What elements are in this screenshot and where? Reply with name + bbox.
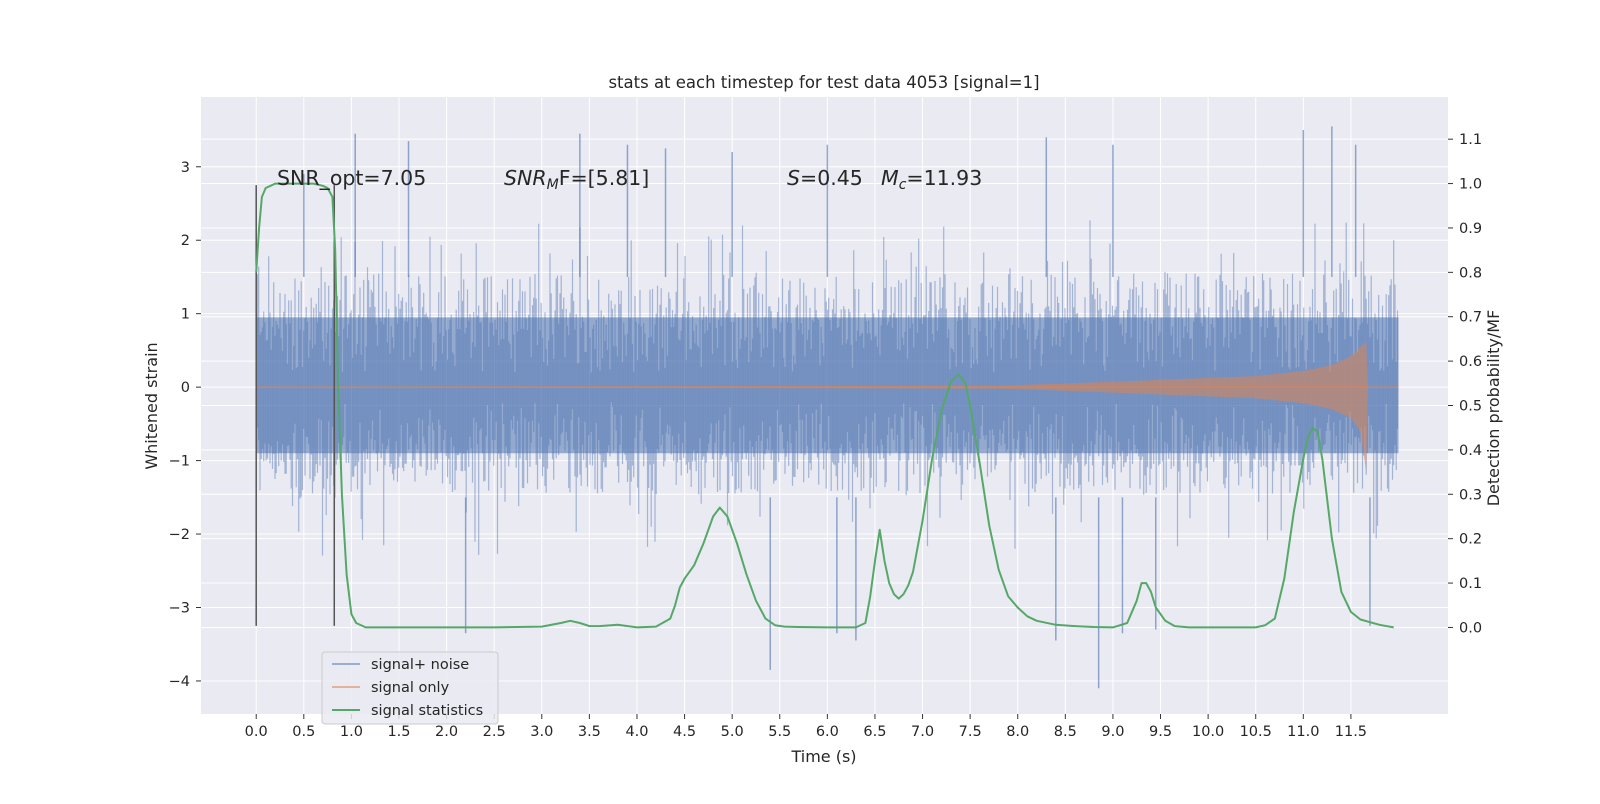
annotation-s: S=0.45	[787, 166, 863, 190]
annotation-snr-mf-main: SNR	[504, 166, 547, 190]
signal-series	[256, 341, 1399, 472]
x-tick-label: 9.0	[1101, 724, 1124, 740]
y-tick-label: 2	[181, 233, 190, 249]
y2-tick-label: 1.1	[1459, 132, 1482, 148]
y-tick-label: 1	[181, 307, 190, 323]
stats-series	[255, 182, 1394, 629]
x-tick-label: 5.0	[721, 724, 744, 740]
annotations: SNR_opt=7.05 SNRMF=[5.81] S=0.45 Mc=11.9…	[277, 166, 982, 193]
x-tick-label: 0.0	[245, 724, 268, 740]
y2-tick-label: 0.5	[1459, 399, 1482, 415]
y-tick-labels: 3 2 1 0 −1 −2 −3 −4	[169, 160, 201, 690]
y2-tick-label: 0.0	[1459, 620, 1482, 636]
y2-tick-label: 1.0	[1459, 177, 1482, 193]
x-tick-label: 4.0	[625, 724, 648, 740]
x-tick-label: 3.0	[530, 724, 553, 740]
x-tick-label: 2.0	[435, 724, 458, 740]
x-tick-label: 4.5	[673, 724, 696, 740]
y-tick-label: −4	[169, 674, 190, 690]
stats-line	[255, 182, 1394, 629]
y2-tick-label: 0.2	[1459, 532, 1482, 548]
y2-tick-label: 0.1	[1459, 576, 1482, 592]
x-tick-label: 1.5	[387, 724, 410, 740]
y2-tick-label: 0.4	[1459, 443, 1482, 459]
x-tick-label: 10.0	[1192, 724, 1224, 740]
annotation-snr-mf-rest: F=[5.81]	[559, 166, 650, 190]
annotation-snr-opt: SNR_opt=7.05	[277, 166, 426, 191]
legend: signal+ noise signal only signal statist…	[321, 651, 499, 725]
annotation-mc-main: M	[881, 166, 899, 190]
y2-tick-label: 0.3	[1459, 487, 1482, 503]
y-tick-label: −1	[169, 454, 190, 470]
y2-tick-labels: 1.1 1.0 0.9 0.8 0.7 0.6 0.5 0.4 0.3 0.2 0.1 0.0	[1448, 132, 1482, 636]
x-tick-label: 7.0	[911, 724, 934, 740]
y2-tick-label: 0.7	[1459, 310, 1482, 326]
y-axis-label: Whitened strain	[142, 342, 161, 469]
y2-tick-label: 0.9	[1459, 221, 1482, 237]
chart-title: stats at each timestep for test data 405…	[608, 73, 1039, 92]
x-tick-label: 3.5	[578, 724, 601, 740]
x-tick-label: 7.5	[959, 724, 982, 740]
y-tick-label: 0	[181, 380, 190, 396]
y2-tick-label: 0.6	[1459, 354, 1482, 370]
annotation-snr-mf: SNRMF=[5.81]	[504, 166, 649, 193]
x-tick-label: 11.5	[1335, 724, 1367, 740]
x-tick-label: 8.5	[1054, 724, 1077, 740]
y2-tick-label: 0.8	[1459, 265, 1482, 281]
x-tick-label: 10.5	[1240, 724, 1272, 740]
x-tick-label: 9.5	[1149, 724, 1172, 740]
x-tick-label: 8.0	[1006, 724, 1029, 740]
annotation-mc: Mc=11.93	[881, 166, 982, 193]
x-tick-label: 2.5	[483, 724, 506, 740]
x-axis-label: Time (s)	[790, 747, 856, 766]
annotation-snr-mf-sub: M	[547, 177, 559, 193]
x-tick-label: 5.5	[768, 724, 791, 740]
annotation-s-main: S	[787, 166, 800, 190]
y-tick-label: −2	[169, 527, 190, 543]
annotation-mc-rest: =11.93	[906, 166, 982, 190]
x-tick-labels: 0.0 0.5 1.0 1.5 2.0 2.5 3.0 3.5 4.0 4.5 5.0 5.5 6.0 6…	[245, 714, 1367, 740]
legend-box	[321, 651, 499, 725]
annotation-s-rest: =0.45	[800, 166, 863, 190]
annotation-mc-sub: c	[899, 177, 907, 193]
legend-label-stats: signal statistics	[371, 703, 483, 719]
x-tick-label: 6.5	[863, 724, 886, 740]
legend-label-noise: signal+ noise	[371, 657, 469, 673]
x-tick-label: 1.0	[340, 724, 363, 740]
y-tick-label: −3	[169, 600, 190, 616]
y-tick-label: 3	[181, 160, 190, 176]
legend-label-signal: signal only	[371, 680, 450, 696]
x-tick-label: 0.5	[292, 724, 315, 740]
x-tick-label: 6.0	[816, 724, 839, 740]
x-tick-label: 11.0	[1287, 724, 1319, 740]
y2-axis-label: Detection probability/MF	[1484, 310, 1503, 507]
